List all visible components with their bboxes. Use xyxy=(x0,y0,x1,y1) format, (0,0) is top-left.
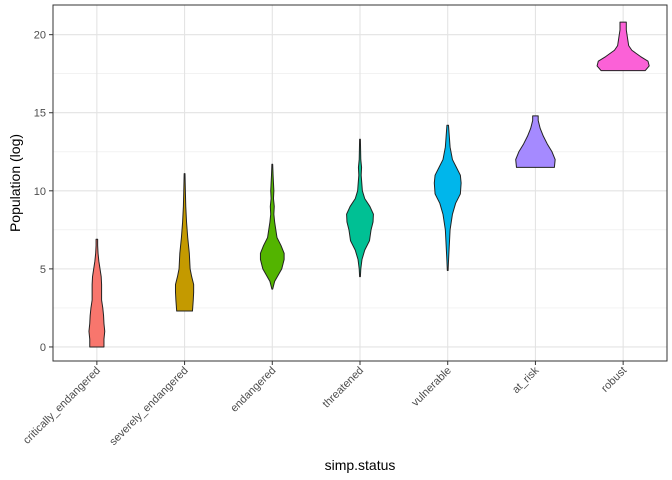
y-tick-label: 20 xyxy=(34,30,46,42)
violin-vulnerable xyxy=(433,124,462,271)
violin-critically-endangered xyxy=(88,238,106,348)
y-tick-label: 15 xyxy=(34,108,46,120)
violin-severely-endangered xyxy=(174,173,195,312)
y-tick-label: 10 xyxy=(34,186,46,198)
violin-threatened xyxy=(346,138,374,278)
violin-robust xyxy=(596,21,650,72)
violin-endangered xyxy=(259,163,285,290)
y-tick-label: 5 xyxy=(40,264,46,276)
violin-at-risk xyxy=(515,115,556,168)
x-axis-title: simp.status xyxy=(325,457,396,473)
y-axis: 0 5 10 15 20 xyxy=(34,30,53,354)
y-axis-title: Population (log) xyxy=(7,134,23,232)
y-tick-label: 0 xyxy=(40,342,46,354)
violins xyxy=(88,21,650,348)
